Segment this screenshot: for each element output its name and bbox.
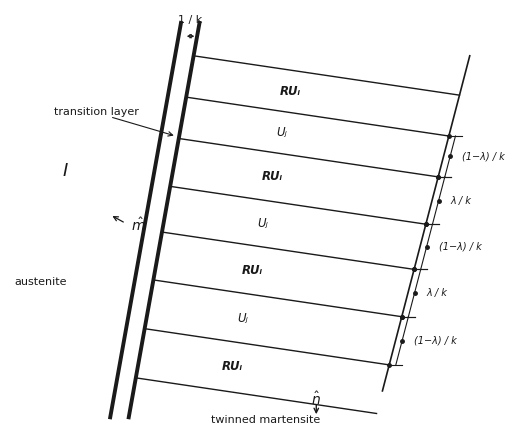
Text: Uⱼ: Uⱼ <box>276 126 287 139</box>
Text: $\hat{n}$: $\hat{n}$ <box>311 391 321 408</box>
Text: 1 / k: 1 / k <box>178 15 203 25</box>
Text: I: I <box>62 162 68 180</box>
Text: RUᵢ: RUᵢ <box>280 85 301 98</box>
Text: λ / k: λ / k <box>427 288 447 298</box>
Text: (1−λ) / k: (1−λ) / k <box>462 152 505 162</box>
Text: transition layer: transition layer <box>54 107 139 117</box>
Text: λ / k: λ / k <box>451 195 471 205</box>
Text: (1−λ) / k: (1−λ) / k <box>414 336 457 346</box>
Text: $\hat{m}$: $\hat{m}$ <box>131 217 146 234</box>
Text: austenite: austenite <box>14 277 67 287</box>
Text: Uⱼ: Uⱼ <box>237 312 248 325</box>
Text: RUᵢ: RUᵢ <box>242 264 263 276</box>
Text: Uⱼ: Uⱼ <box>257 217 268 230</box>
Text: RUᵢ: RUᵢ <box>222 360 243 374</box>
Text: (1−λ) / k: (1−λ) / k <box>438 242 481 252</box>
Text: twinned martensite: twinned martensite <box>211 415 321 425</box>
Text: RUᵢ: RUᵢ <box>262 170 283 184</box>
